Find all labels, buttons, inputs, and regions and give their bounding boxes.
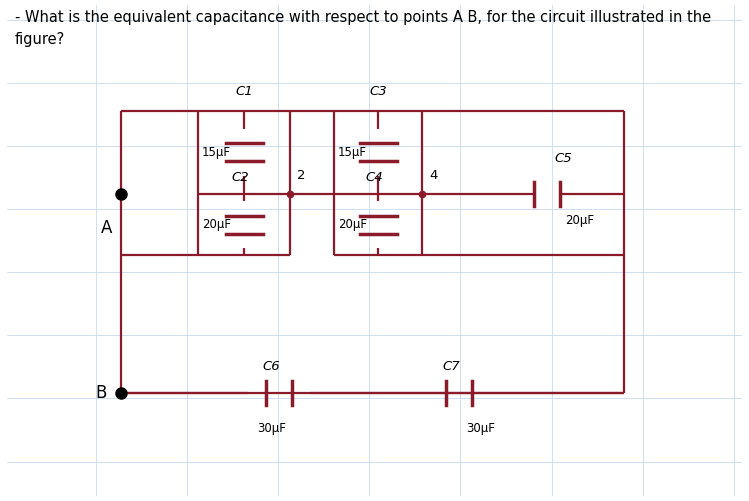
Text: 20μF: 20μF <box>202 218 231 231</box>
Text: 20μF: 20μF <box>565 214 595 226</box>
Text: C2: C2 <box>231 171 249 184</box>
Text: 4: 4 <box>429 169 438 182</box>
Text: C1: C1 <box>235 85 253 98</box>
Text: figure?: figure? <box>15 32 65 47</box>
Text: 15μF: 15μF <box>202 146 231 159</box>
Text: 20μF: 20μF <box>338 218 367 231</box>
Text: C3: C3 <box>369 85 387 98</box>
Text: - What is the equivalent capacitance with respect to points A B, for the circuit: - What is the equivalent capacitance wit… <box>15 10 711 25</box>
Text: 30μF: 30μF <box>467 422 495 435</box>
Text: C5: C5 <box>554 152 572 164</box>
Text: 15μF: 15μF <box>338 146 367 159</box>
Text: 30μF: 30μF <box>258 422 286 435</box>
Text: C7: C7 <box>443 360 461 373</box>
Text: C6: C6 <box>263 360 281 373</box>
Text: C4: C4 <box>366 171 383 184</box>
Text: 2: 2 <box>297 169 306 182</box>
Text: A: A <box>101 218 112 236</box>
Text: B: B <box>95 384 106 402</box>
